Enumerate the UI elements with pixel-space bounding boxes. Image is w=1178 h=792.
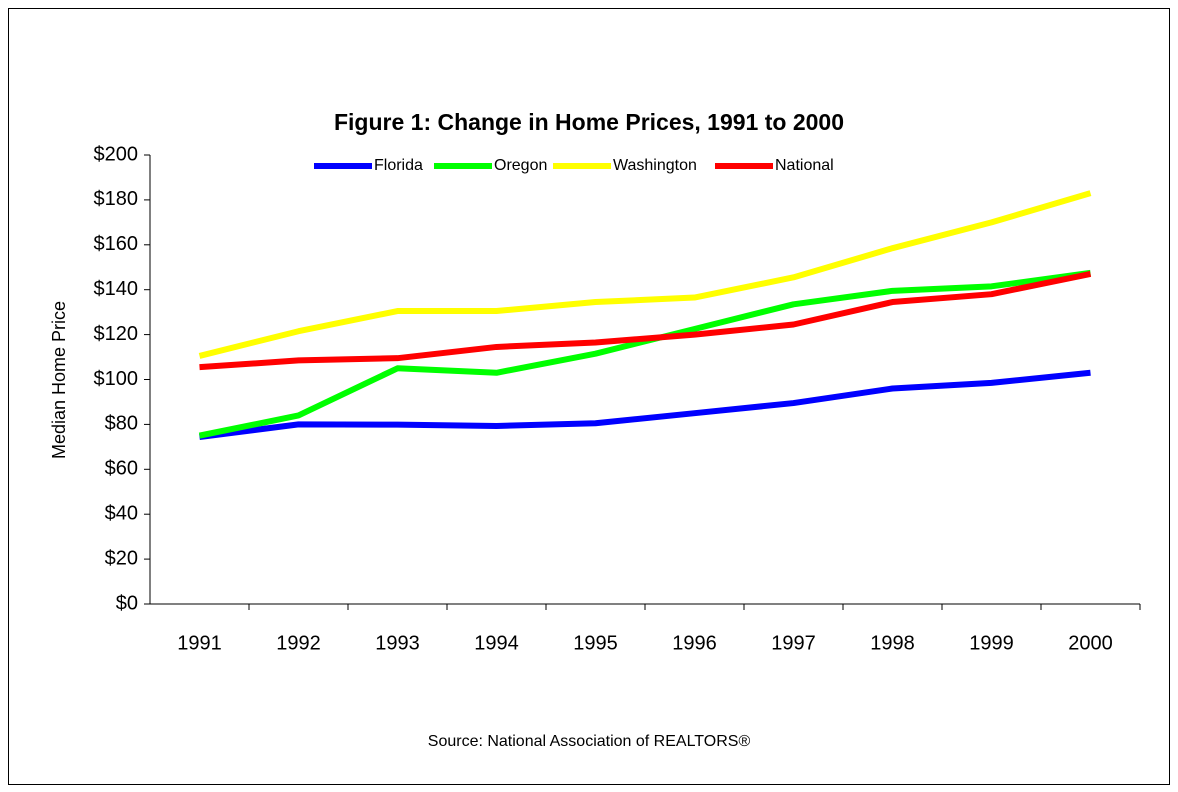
y-tick-label: $120: [94, 323, 139, 345]
x-tick-label: 1991: [177, 632, 222, 654]
x-tick-label: 1997: [771, 632, 816, 654]
x-tick-label: 1998: [870, 632, 915, 654]
y-tick-label: $0: [116, 592, 138, 614]
y-tick-label: $140: [94, 278, 139, 300]
x-tick-label: 1995: [573, 632, 618, 654]
legend-label: Florida: [374, 157, 423, 174]
x-tick-label: 1994: [474, 632, 519, 654]
x-tick-label: 1999: [969, 632, 1014, 654]
y-tick-label: $200: [94, 143, 139, 165]
y-axis-label: Median Home Price: [49, 301, 69, 459]
y-tick-label: $40: [105, 502, 138, 524]
y-tick-label: $160: [94, 233, 139, 255]
series-line: [199, 271, 1092, 371]
series-line: [199, 369, 1091, 440]
y-tick-label: $180: [94, 188, 139, 210]
legend-label: Washington: [613, 157, 697, 174]
y-tick-label: $80: [105, 413, 138, 435]
x-tick-label: 1993: [375, 632, 420, 654]
x-tick-label: 2000: [1068, 632, 1113, 654]
chart-title: Figure 1: Change in Home Prices, 1991 to…: [334, 109, 844, 135]
x-tick-label: 1992: [276, 632, 321, 654]
legend-label: National: [775, 157, 834, 174]
y-tick-label: $100: [94, 368, 139, 390]
chart-border: [8, 8, 1170, 785]
source-note: Source: National Association of REALTORS…: [428, 733, 751, 750]
series-line: [198, 190, 1092, 359]
y-tick-label: $20: [105, 547, 138, 569]
legend-label: Oregon: [494, 157, 547, 174]
y-tick-label: $60: [105, 458, 138, 480]
x-tick-label: 1996: [672, 632, 717, 654]
